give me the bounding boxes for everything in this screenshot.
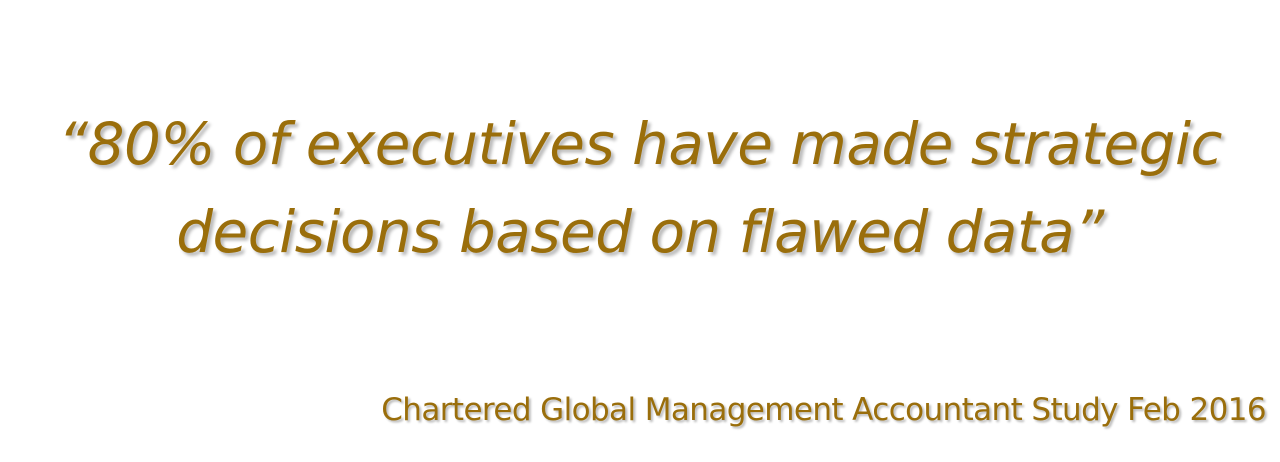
quote-text: “80% of executives have made strategic d…	[0, 100, 1280, 276]
quote-line-1: “80% of executives have made strategic	[58, 110, 1222, 178]
quote-attribution: Chartered Global Management Accountant S…	[381, 392, 1266, 428]
quote-line-2: decisions based on flawed data”	[176, 198, 1104, 266]
